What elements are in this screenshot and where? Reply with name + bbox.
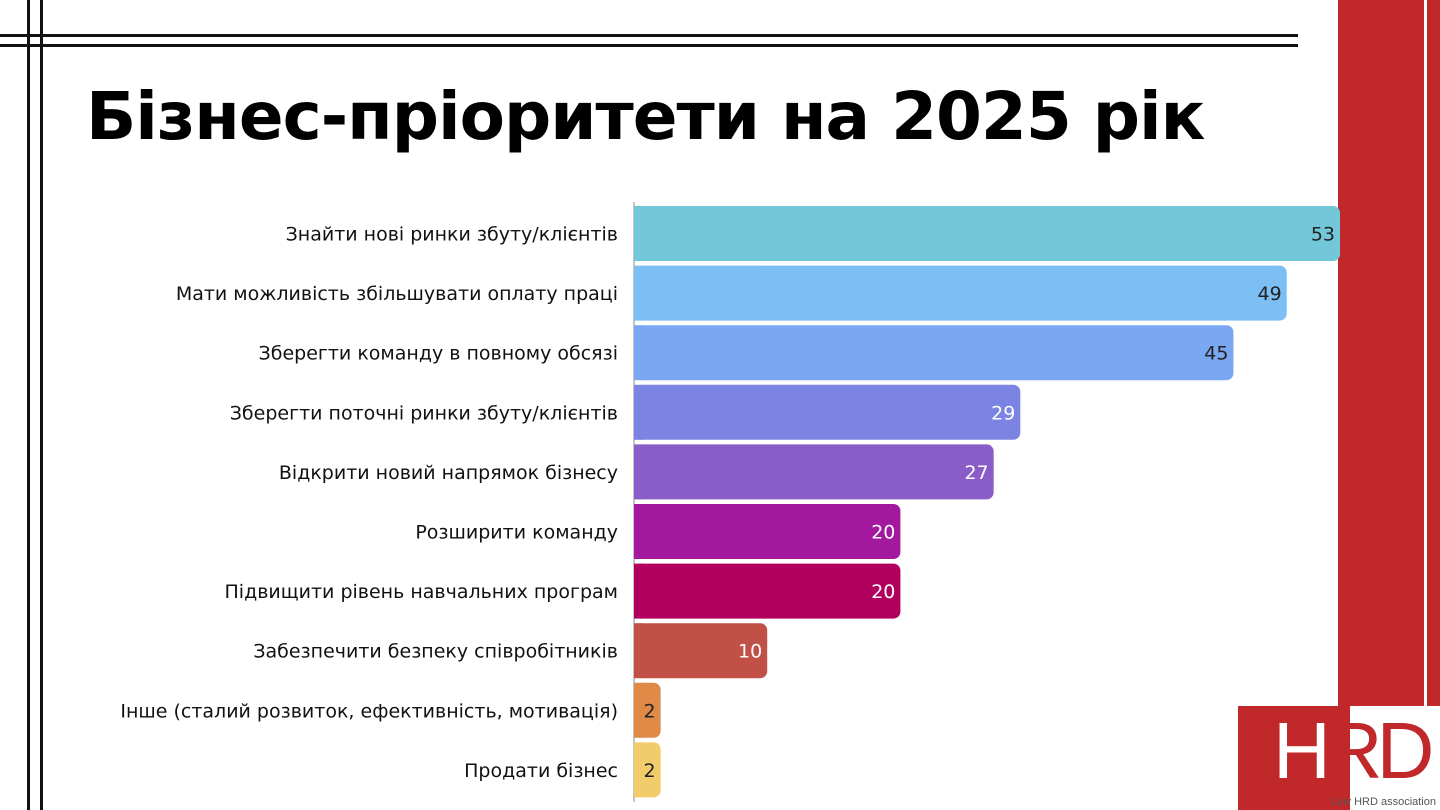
bar [634, 325, 1234, 381]
bar-group: Зберегти команду в повному обсязі 45 [259, 325, 1234, 381]
bar-group: Продати бізнес 2 [464, 742, 661, 798]
bar-group: Інше (сталий розвиток, ефективність, мот… [120, 682, 661, 738]
bar [634, 623, 768, 679]
category-label: Забезпечити безпеку співробітників [253, 641, 618, 663]
category-label: Мати можливість збільшувати оплату праці [176, 283, 618, 305]
category-label: Продати бізнес [464, 760, 618, 782]
bar-left-edge [634, 742, 642, 798]
value-label: 2 [644, 760, 656, 782]
value-label: 45 [1204, 343, 1228, 365]
category-label: Інше (сталий розвиток, ефективність, мот… [120, 700, 618, 722]
bar-left-edge [634, 265, 642, 321]
logo-wordmark: HRD [1273, 711, 1434, 791]
bar-left-edge [634, 682, 642, 738]
bar-left-edge [634, 623, 642, 679]
top-rule-upper [0, 34, 1298, 37]
bar-group: Відкрити новий напрямок бізнесу 27 [279, 444, 994, 500]
bar [634, 563, 901, 619]
right-accent-divider [1424, 0, 1427, 810]
value-label: 10 [738, 641, 762, 663]
logo-letter-d: D [1376, 706, 1435, 795]
logo-red-block [1238, 706, 1350, 810]
logo-letter-h: H [1273, 706, 1331, 795]
value-label: 53 [1311, 224, 1335, 246]
value-label: 49 [1258, 283, 1282, 305]
value-label: 27 [964, 462, 988, 484]
category-label: Зберегти команду в повному обсязі [259, 343, 618, 365]
page-title: Бізнес-пріоритети на 2025 рік [86, 78, 1205, 155]
value-label: 2 [644, 700, 656, 722]
bar-group: Підвищити рівень навчальних програм 20 [225, 563, 901, 619]
bar-group: Мати можливість збільшувати оплату праці… [176, 265, 1287, 321]
bar-left-edge [634, 563, 642, 619]
logo-letter-r: R [1324, 706, 1383, 795]
bar-group: Забезпечити безпеку співробітників 10 [253, 623, 768, 679]
right-accent-band [1338, 0, 1440, 810]
bar-group: Зберегти поточні ринки збуту/клієнтів 29 [230, 384, 1021, 440]
value-label: 20 [871, 581, 895, 603]
bar [634, 504, 901, 559]
left-border-line-inner [40, 0, 43, 810]
bar [634, 206, 1340, 261]
bar-group: Знайти нові ринки збуту/клієнтів 53 [286, 206, 1340, 261]
category-label: Розширити команду [415, 522, 618, 544]
bar-group: Розширити команду 20 [415, 504, 901, 559]
bar [634, 384, 1021, 440]
logo-white-block [1350, 706, 1440, 810]
left-border-line-outer [27, 0, 30, 810]
bar [634, 444, 994, 500]
hrd-logo: HRD Lviv HRD association [1238, 706, 1440, 810]
logo-subtitle: Lviv HRD association [1331, 796, 1436, 808]
top-rule-lower [0, 44, 1298, 47]
bar-left-edge [634, 325, 642, 381]
category-label: Зберегти поточні ринки збуту/клієнтів [230, 402, 618, 424]
bar [634, 265, 1287, 321]
value-label: 29 [991, 402, 1015, 424]
bar-left-edge [634, 206, 642, 261]
bar-left-edge [634, 384, 642, 440]
category-label: Підвищити рівень навчальних програм [225, 581, 619, 603]
category-label: Відкрити новий напрямок бізнесу [279, 462, 618, 484]
value-label: 20 [871, 522, 895, 544]
category-label: Знайти нові ринки збуту/клієнтів [286, 224, 618, 246]
bar-left-edge [634, 504, 642, 559]
bar-left-edge [634, 444, 642, 500]
